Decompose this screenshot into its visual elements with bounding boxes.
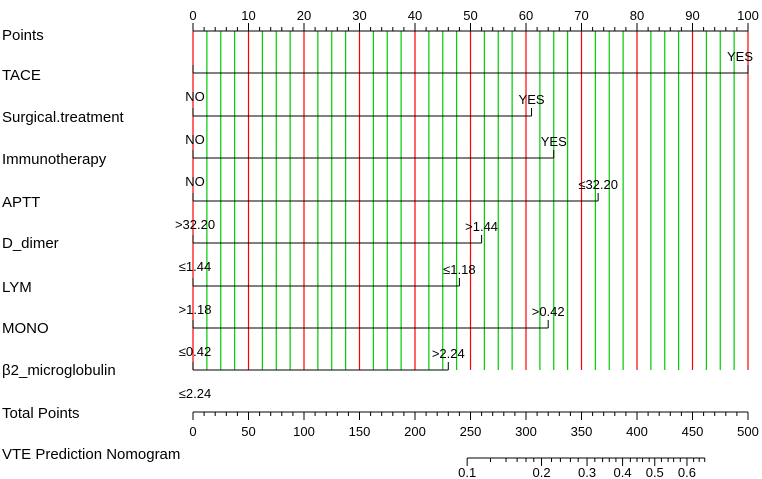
level-label: ≤1.44: [179, 259, 211, 274]
total-tick-label: 250: [460, 424, 482, 439]
predictor-row: β2_microglobulin ≤2.24 >2.24: [2, 346, 465, 401]
total-tick-label: 300: [515, 424, 537, 439]
points-tick-label: 0: [189, 8, 196, 23]
level-label: YES: [727, 49, 753, 64]
points-tick-label: 70: [574, 8, 588, 23]
level-label: >0.42: [532, 304, 565, 319]
points-tick-label: 100: [737, 8, 759, 23]
level-label: ≤32.20: [578, 177, 618, 192]
predictor-label: D_dimer: [2, 235, 59, 252]
level-label: NO: [185, 174, 205, 189]
total-tick-label: 450: [682, 424, 704, 439]
points-axis: Points 0 10 20 30 40 50 60 70 80 90 100: [2, 8, 759, 44]
points-tick-label: 20: [297, 8, 311, 23]
probability-tick-label: 0.5: [646, 465, 664, 479]
predictor-label: β2_microglobulin: [2, 362, 116, 379]
predictor-row: MONO ≤0.42 >0.42: [2, 304, 565, 359]
probability-axis: VTE Prediction Nomogram 0.1 0.2 0.3 0.4 0.5 0.…: [2, 446, 706, 479]
probability-tick-label: 0.3: [578, 465, 596, 479]
points-tick-label: 40: [408, 8, 422, 23]
predictor-row: LYM >1.18 ≤1.18: [2, 262, 476, 317]
predictor-row: TACE NO YES: [2, 49, 753, 104]
total-tick-label: 200: [404, 424, 426, 439]
total-points-label: Total Points: [2, 405, 80, 422]
points-tick-label: 80: [630, 8, 644, 23]
predictor-label: TACE: [2, 67, 41, 84]
total-tick-label: 50: [241, 424, 255, 439]
points-tick-label: 60: [519, 8, 533, 23]
level-label: >32.20: [175, 217, 215, 232]
predictor-row: Immunotherapy NO YES: [2, 134, 567, 189]
predictor-label: Immunotherapy: [2, 151, 107, 168]
predictor-row: D_dimer ≤1.44 >1.44: [2, 219, 498, 274]
level-label: >2.24: [432, 346, 465, 361]
points-tick-label: 10: [241, 8, 255, 23]
predictor-rows: TACENOYESSurgical.treatmentNOYESImmunoth…: [2, 49, 753, 401]
level-label: >1.44: [465, 219, 498, 234]
probability-tick-label: 0.6: [678, 465, 696, 479]
points-tick-label: 50: [463, 8, 477, 23]
level-label: YES: [519, 92, 545, 107]
total-tick-label: 400: [626, 424, 648, 439]
total-tick-label: 150: [349, 424, 371, 439]
predictor-row: Surgical.treatment NO YES: [2, 92, 545, 147]
points-tick-label: 90: [685, 8, 699, 23]
probability-tick-label: 0.2: [533, 465, 551, 479]
level-label: ≤1.18: [443, 262, 475, 277]
total-tick-label: 100: [293, 424, 315, 439]
level-label: YES: [541, 134, 567, 149]
predictor-label: MONO: [2, 320, 49, 337]
predictor-label: Surgical.treatment: [2, 109, 125, 126]
level-label: ≤0.42: [179, 344, 211, 359]
points-tick-label: 30: [352, 8, 366, 23]
probability-tick-label: 0.4: [614, 465, 632, 479]
probability-axis-label: VTE Prediction Nomogram: [2, 446, 180, 463]
level-label: >1.18: [179, 302, 212, 317]
total-tick-label: 0: [189, 424, 196, 439]
predictor-row: APTT >32.20 ≤32.20: [2, 177, 618, 232]
predictor-label: APTT: [2, 194, 40, 211]
level-label: ≤2.24: [179, 386, 211, 401]
predictor-label: LYM: [2, 279, 32, 296]
level-label: NO: [185, 132, 205, 147]
level-label: NO: [185, 89, 205, 104]
total-points-axis: Total Points 0 50 100 150 200 250 300 350 400 450 5…: [2, 405, 759, 439]
points-axis-label: Points: [2, 27, 44, 44]
probability-tick-label: 0.1: [458, 465, 476, 479]
total-tick-label: 350: [571, 424, 593, 439]
total-tick-label: 500: [737, 424, 759, 439]
